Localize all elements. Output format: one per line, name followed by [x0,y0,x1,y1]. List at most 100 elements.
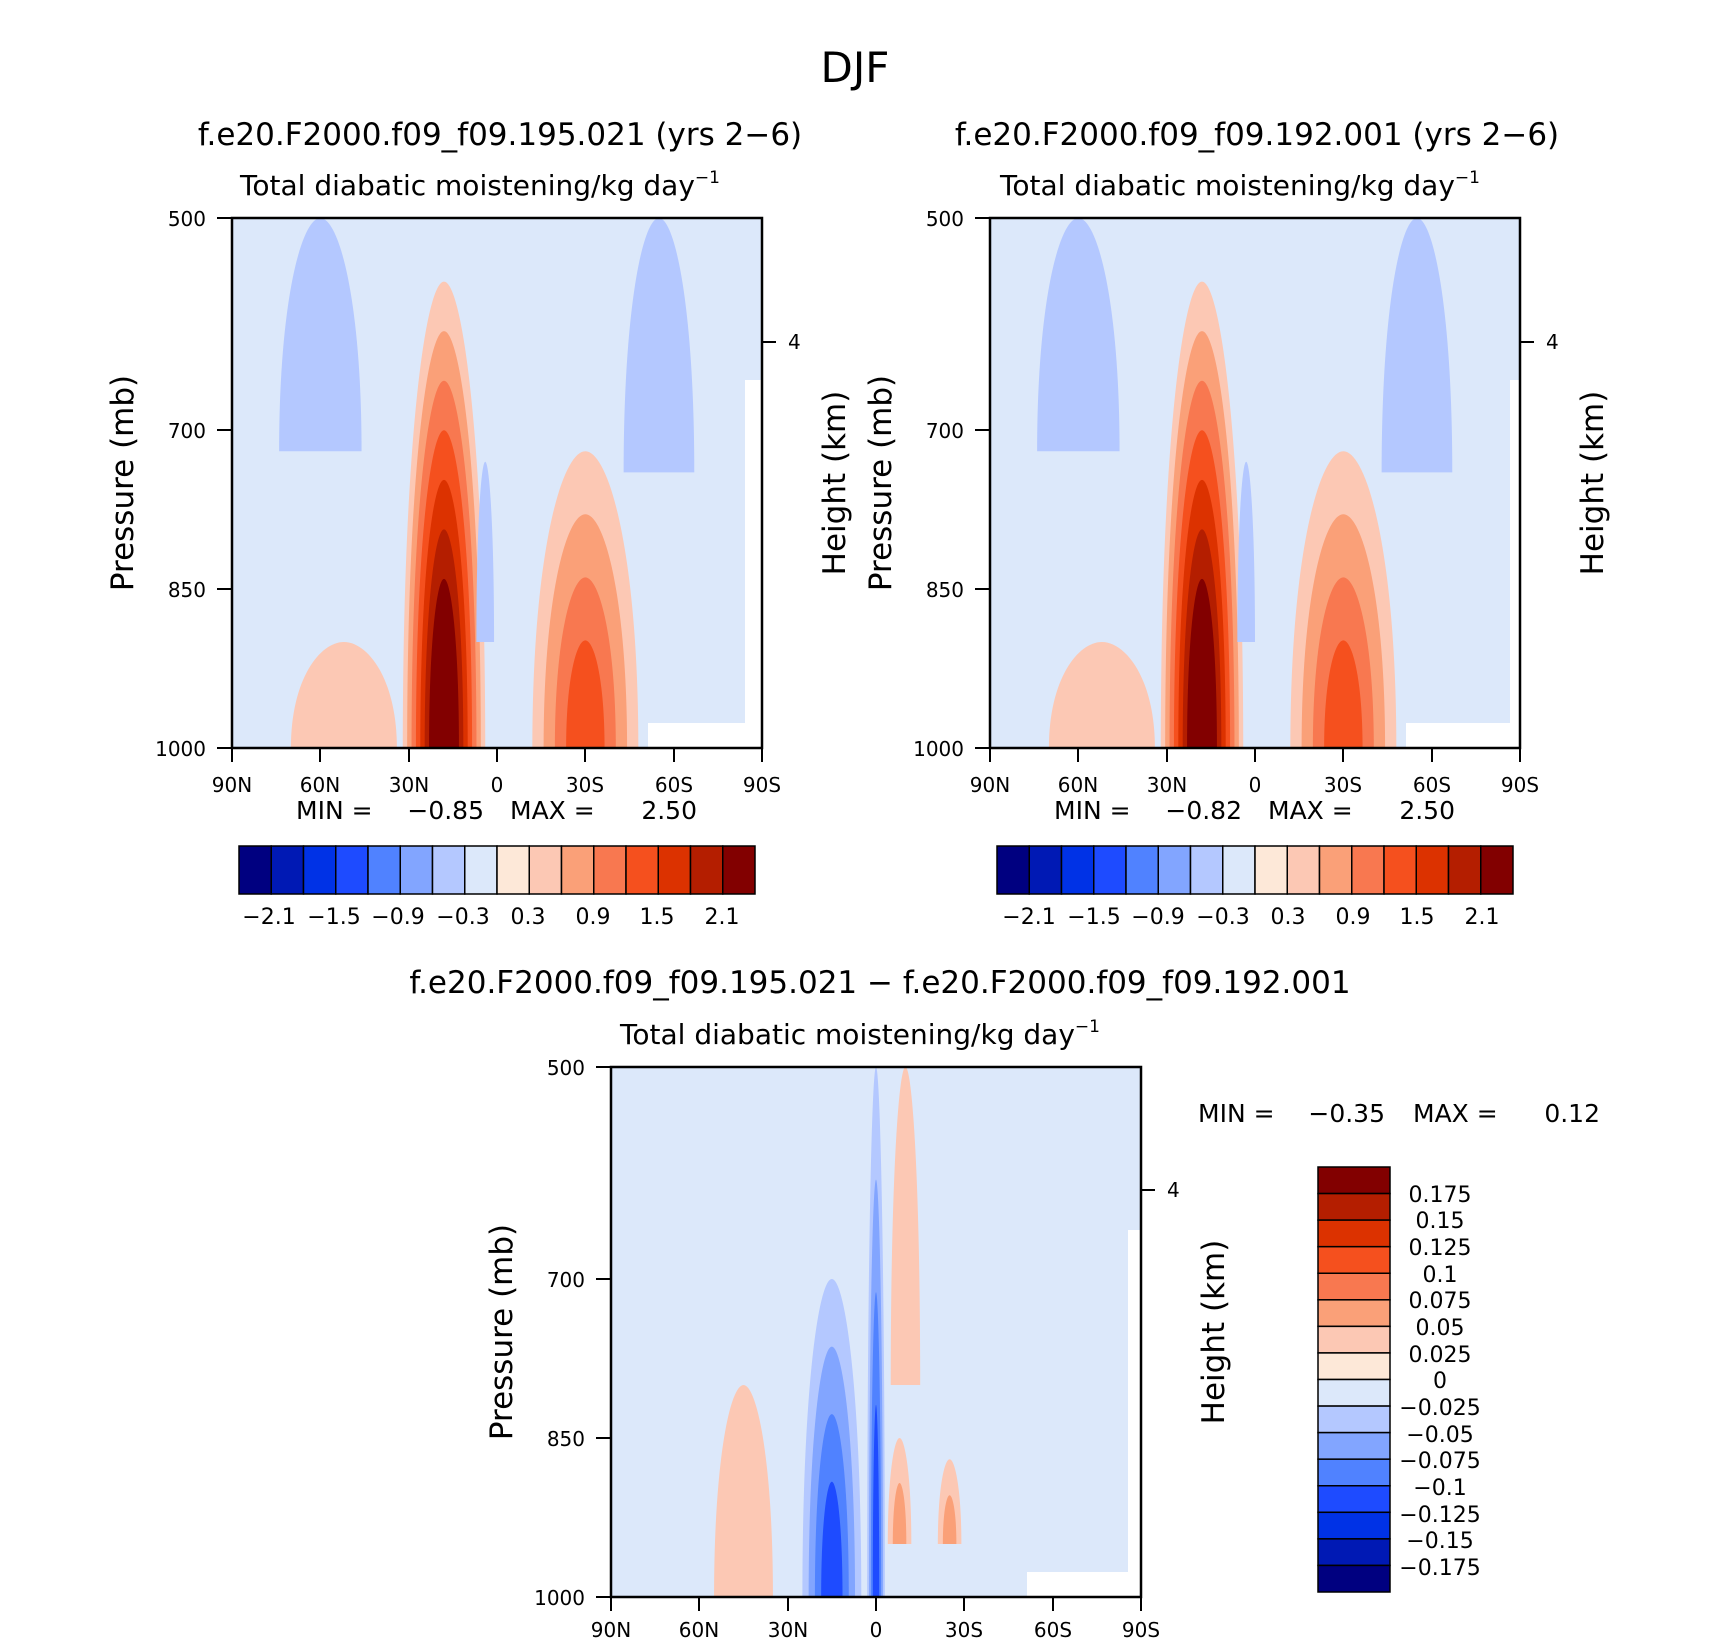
contour-band [892,1483,907,1544]
figure-title: DJF [821,43,890,92]
x-tick-label: 30S [566,773,604,797]
y-axis: 500 700 850 1000 Pressure (mb) [105,207,232,761]
colorbar-labels: 0.175 0.15 0.125 0.1 0.075 0.05 0.025 0 … [1399,1183,1480,1581]
colorbar-label: 0.05 [1416,1316,1465,1341]
plot-area [609,1065,1143,1599]
missing-data-patch [1027,1572,1141,1597]
colorbar-swatch [1317,1325,1391,1354]
colorbar-swatch [1317,1511,1391,1540]
colorbar-swatch [1317,1299,1391,1328]
y-right-axis-label: Height (km) [817,391,853,576]
colorbar-label: −0.9 [371,905,424,930]
contour-fields [279,218,695,748]
colorbar-swatch [722,845,756,895]
contour-band [872,1404,880,1597]
contour-band [890,1067,921,1385]
x-tick-label: 0 [1249,773,1262,797]
colorbar-swatch [1157,845,1192,895]
colorbar-label: 0.9 [1336,905,1371,930]
colorbar-swatch [1318,845,1353,895]
contour-band [290,642,397,748]
y-tick-label: 500 [547,1056,585,1080]
colorbar-label: −0.125 [1399,1503,1480,1528]
y-tick-label: 500 [926,207,964,231]
contour-band [714,1385,773,1597]
colorbar-swatch [1317,1245,1391,1274]
y-tick-label: 700 [926,419,964,443]
x-tick-label: 30S [945,1618,983,1642]
colorbar-label: 0.9 [576,905,611,930]
colorbar-swatch [1480,845,1514,895]
colorbar-swatch [996,845,1030,895]
colorbar-label: 0.15 [1416,1209,1465,1234]
colorbar-swatch [399,845,434,895]
x-tick-label: 60N [300,773,340,797]
y-tick-label: 500 [168,207,206,231]
colorbar-swatch [1317,1431,1391,1460]
x-tick-label: 60N [1058,773,1098,797]
colorbar [238,845,756,895]
min-label: MIN = [296,796,373,825]
colorbar-swatch [593,845,627,895]
x-tick-label: 90N [212,773,252,797]
panel-title: f.e20.F2000.f09_f09.195.021 − f.e20.F200… [409,965,1350,1001]
contour-band [1237,461,1255,642]
colorbar-swatch [1447,845,1482,895]
min-max-readout: MIN = −0.82 MAX = 2.50 [1054,796,1455,825]
colorbar-swatch [1060,845,1095,895]
x-tick-label: 90S [1122,1618,1160,1642]
y-tick-label: 1000 [913,737,964,761]
x-tick-label: 0 [491,773,504,797]
x-tick-label: 90S [1501,773,1539,797]
y-tick-label: 850 [168,578,206,602]
x-tick-label: 90N [970,773,1010,797]
colorbar-swatch [1317,1564,1391,1593]
colorbar-swatch [367,845,401,895]
colorbar-label: 0.025 [1409,1343,1472,1368]
x-tick-label: 60S [1413,773,1451,797]
x-axis: 90N 60N 30N 0 30S 60S 90S [970,748,1539,797]
colorbar-label: 0.1 [1423,1263,1458,1288]
colorbar-swatch [625,845,659,895]
contour-band [821,1481,843,1597]
y-tick-label: 850 [926,578,964,602]
colorbar-swatch [270,845,305,895]
y-right-tick-label: 4 [1546,330,1559,354]
contour-fields [714,1067,962,1597]
min-label: MIN = [1054,796,1131,825]
y-axis: 500 700 850 1000 Pressure (mb) [484,1056,611,1610]
contour-fields [1037,218,1453,748]
x-tick-label: 0 [870,1618,883,1642]
y-axis-label: Pressure (mb) [105,375,141,591]
max-label: MAX = [510,796,595,825]
panel-control-2: f.e20.F2000.f09_f09.192.001 (yrs 2−6) To… [863,117,1611,930]
colorbar-swatch [1222,845,1256,895]
missing-data-patch [1406,723,1520,748]
max-label: MAX = [1268,796,1353,825]
max-value: 0.12 [1544,1099,1600,1128]
missing-data-strip [745,380,762,748]
colorbar-swatch [1383,845,1417,895]
colorbar-swatch [1415,845,1450,895]
colorbar-label: −1.5 [1067,905,1120,930]
colorbar-label: 0.3 [1271,905,1306,930]
contour-band [942,1495,957,1544]
colorbar-label: 2.1 [705,905,740,930]
min-value: −0.85 [407,796,484,825]
contour-band [433,628,455,748]
max-value: 2.50 [1399,796,1455,825]
contour-band [1381,218,1453,473]
x-tick-label: 90S [743,773,781,797]
colorbar-swatch [335,845,369,895]
y-right-tick-label: 4 [1167,1178,1180,1202]
colorbar-label: 2.1 [1465,905,1500,930]
panel-control-1: f.e20.F2000.f09_f09.195.021 (yrs 2−6) To… [105,117,853,930]
y-tick-label: 1000 [155,737,206,761]
colorbar-label: −0.1 [1413,1476,1466,1501]
colorbar-swatch [1254,845,1288,895]
missing-data-patch [648,723,762,748]
y-axis-right: 4 Height (km) [1141,1178,1232,1424]
y-tick-label: 850 [547,1427,585,1451]
max-value: 2.50 [641,796,697,825]
